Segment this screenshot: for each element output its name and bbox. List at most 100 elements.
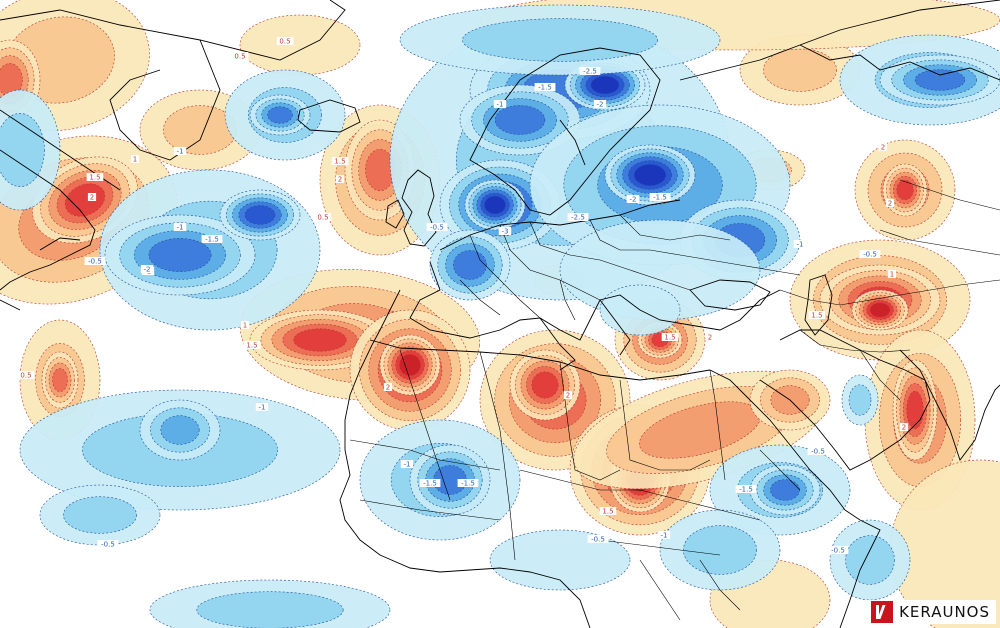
country-borders-africa	[349, 349, 801, 621]
coastline-east-africa	[839, 509, 881, 628]
contour-label-text: -0.5	[591, 536, 605, 544]
contour-label-background	[807, 447, 829, 455]
cold-anomaly-contour	[489, 529, 631, 591]
contour-label: -1	[793, 240, 807, 249]
contour-label-background	[587, 535, 609, 543]
warm-anomaly-contour	[52, 368, 68, 392]
contour-label: 2	[335, 175, 345, 184]
contour-label: -0.5	[587, 535, 609, 544]
contour-label-background	[255, 403, 269, 411]
brand-name: KERAUNOS	[899, 603, 990, 621]
contour-label-background	[593, 100, 607, 108]
coastline-north-africa	[369, 289, 746, 396]
contour-label-text: 1	[890, 271, 894, 279]
contour-label: -2.5	[579, 67, 601, 76]
contour-label-background	[735, 485, 757, 493]
contour-label-background	[87, 193, 97, 201]
contour-label-text: -1	[259, 404, 266, 412]
warm-anomaly-contour	[869, 302, 891, 318]
contour-label: 0.5	[231, 52, 249, 61]
contour-label-background	[827, 546, 849, 554]
cold-anomaly-contour	[160, 415, 200, 445]
contour-label-background	[173, 147, 187, 155]
contour-label-text: -2	[144, 266, 151, 274]
contour-label: -0.5	[426, 223, 448, 232]
contour-label: -0.5	[859, 250, 881, 259]
contour-label-text: -2	[597, 101, 604, 109]
coastline-red-sea	[744, 329, 931, 511]
contour-label-text: -2.5	[571, 214, 585, 222]
contour-label-background	[140, 265, 154, 273]
cold-anomaly-contour	[770, 479, 800, 501]
contour-label: -2	[140, 265, 154, 274]
contour-label: -1	[400, 460, 414, 469]
contour-labels: 0.5 1 1.5 2 -1 -1.5 -2 -0.5 1.5 2 0.5 -0.5 -1 -1.5 -2 -…	[17, 37, 909, 555]
coastline-caspian-sea	[804, 274, 833, 336]
warm-anomaly-contour	[896, 179, 914, 201]
contour-label: 2	[383, 383, 393, 392]
contour-label-text: 1	[133, 156, 137, 164]
contour-label-text: 2	[386, 384, 390, 392]
contour-label: 2	[563, 391, 573, 400]
contour-label-text: -1	[797, 241, 804, 249]
contour-label-background	[400, 460, 414, 468]
contour-label: 2	[87, 193, 97, 202]
contour-label-background	[649, 193, 671, 201]
keraunos-logo-icon	[871, 601, 894, 623]
contour-label-background	[498, 227, 512, 235]
cold-anomaly-contour	[683, 525, 757, 575]
contour-label: 1	[240, 321, 250, 330]
contour-label-background	[201, 235, 223, 243]
contour-label-background	[335, 175, 345, 183]
contour-label-background	[240, 321, 250, 329]
contour-label: 1.5	[661, 333, 679, 342]
warm-anomaly-contour	[906, 390, 924, 430]
warm-anomaly-contour	[763, 48, 837, 92]
cold-anomaly-contour	[462, 18, 658, 62]
coastline-india	[899, 349, 1000, 461]
contour-label-text: 0.5	[279, 38, 290, 46]
contour-label-text: -0.5	[430, 224, 444, 232]
cold-anomaly-contour	[453, 250, 487, 280]
contour-label-text: -0.5	[863, 251, 877, 259]
warm-anomaly-contour	[239, 14, 361, 76]
coastline-north-america	[0, 149, 96, 311]
contour-label: -1.5	[419, 479, 441, 488]
contour-label-text: -0.5	[831, 547, 845, 555]
warm-anomaly-contour	[64, 183, 106, 217]
contour-label-background	[383, 383, 393, 391]
contour-label: -1	[255, 403, 269, 412]
contour-label-text: 1.5	[89, 174, 100, 182]
country-borders-asia	[779, 179, 1000, 401]
contour-label-background	[887, 270, 897, 278]
contour-label: -0.5	[827, 546, 849, 555]
contour-label-text: 1.5	[334, 158, 345, 166]
warm-anomaly-contour	[531, 371, 559, 399]
contour-label-background	[599, 507, 617, 515]
contour-label: -1.5	[201, 235, 223, 244]
contour-label-text: -0.5	[811, 448, 825, 456]
contour-label-background	[173, 223, 187, 231]
cold-anomaly-contour	[267, 106, 293, 124]
contour-label: -2	[626, 195, 640, 204]
contour-label-text: 1.5	[602, 508, 613, 516]
coastline-black-sea	[689, 279, 771, 311]
contour-label-background	[563, 391, 573, 399]
contour-label-text: -2.5	[583, 68, 597, 76]
contour-label-background	[426, 223, 448, 231]
contour-label-background	[130, 155, 140, 163]
contour-label: 2	[878, 143, 888, 152]
contour-label: -1.5	[649, 193, 671, 202]
contour-label-text: 2	[90, 194, 94, 202]
contour-label-text: 0.5	[317, 214, 328, 222]
contour-label-background	[885, 199, 895, 207]
cold-anomaly-contour	[845, 535, 895, 585]
contour-label-background	[899, 423, 909, 431]
coastline-scandinavia	[469, 47, 661, 216]
contour-label-text: 2	[888, 200, 892, 208]
contour-label-background	[705, 333, 715, 341]
contour-label: 1.5	[599, 507, 617, 516]
contour-label-text: -1	[404, 461, 411, 469]
contour-label-background	[878, 143, 888, 151]
